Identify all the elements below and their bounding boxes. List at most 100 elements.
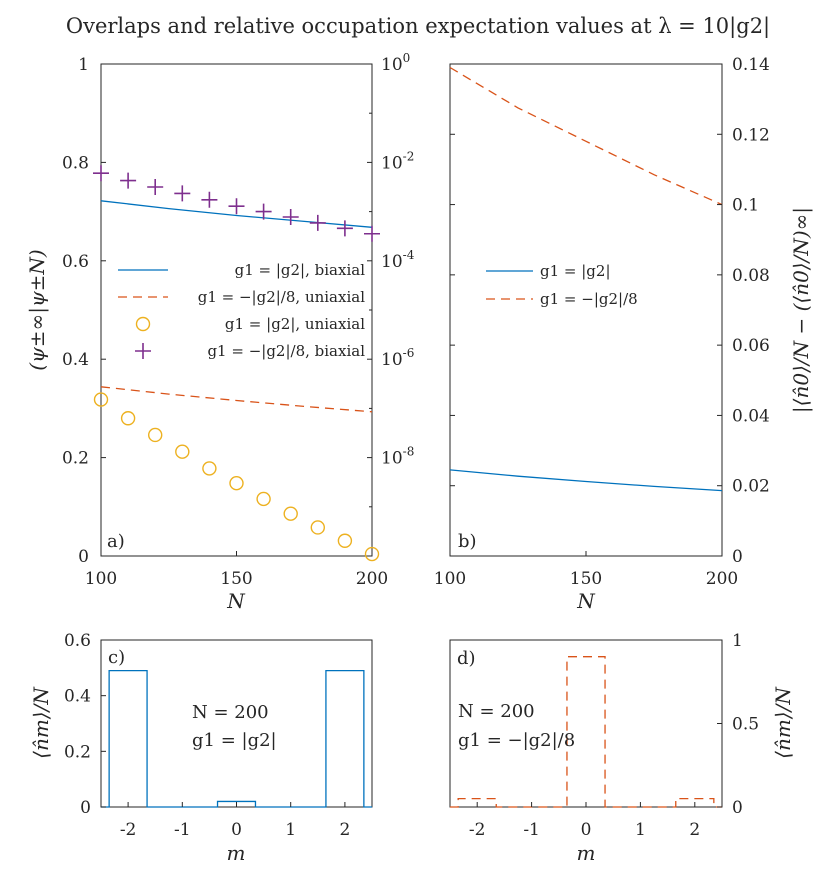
legend-a-swatch-3	[135, 316, 151, 332]
panel-c-left-tick-label: 0.4	[64, 687, 91, 707]
panel-a-plus-point	[93, 165, 109, 182]
panel-b-right-tick-label: 0.14	[732, 55, 770, 75]
panel-d-right-tick-label: 0.5	[732, 715, 759, 735]
panel-a-plus-point	[147, 179, 164, 195]
panel-b-right-tick-label: 0.08	[732, 266, 770, 286]
panel-a-plus-point	[174, 185, 191, 202]
panel-c-annotation-g: g1 = |g2|	[192, 730, 277, 751]
panel-b-xlabel: N	[576, 589, 596, 613]
legend-a-label-4: g1 = −|g2|/8, biaxial	[207, 342, 365, 360]
panel-a-x-tick-label: 100	[85, 569, 117, 589]
panel-a-frame	[100, 63, 373, 557]
panel-a-plus-point	[228, 198, 245, 215]
panel-a-left-tick-label: 0.2	[62, 449, 89, 469]
panel-a-left-tick-label: 1	[78, 55, 89, 75]
panel-a-left-tick-label: 0.4	[62, 350, 89, 370]
panel-a-circle-point	[202, 461, 217, 476]
panel-a: g1 = |g2|, biaxial g1 = −|g2|/8, uniaxia…	[25, 51, 415, 613]
panel-c-x-tick-label: 0	[231, 820, 242, 840]
panel-c-x-tick-label: -1	[174, 820, 191, 840]
panel-d-x-tick-label: 1	[635, 820, 646, 840]
panel-a-circle-point	[229, 475, 244, 491]
panel-a-x-tick-label: 200	[356, 569, 388, 589]
panel-c: 00.20.40.6 -2 -1 0 1 2 c) N = 200 g1 = |g2| …	[29, 631, 373, 865]
panel-a-plus-point	[201, 191, 218, 208]
panel-b-series-1-line	[449, 469, 723, 492]
panel-a-circle-point	[283, 506, 298, 521]
panel-d-x-tick-label: 0	[581, 820, 592, 840]
panel-a-left-tick-label: 0.8	[62, 153, 89, 173]
panel-c-ylabel: ⟨n̂m⟩/N	[29, 686, 53, 759]
panel-b-right-tick-label: 0.12	[732, 125, 770, 145]
panel-d-right-tick-label: 1	[732, 631, 743, 651]
panel-a-circle-point	[364, 546, 380, 562]
panel-c-x-tick-label: -2	[120, 820, 137, 840]
panel-a-xlabel: N	[226, 589, 246, 613]
panel-c-xlabel: m	[227, 841, 246, 865]
panel-c-frame	[100, 639, 373, 808]
legend-a-swatch-4	[135, 343, 151, 359]
panel-b-x-tick-label: 100	[434, 569, 466, 589]
panel-c-label: c)	[108, 647, 125, 668]
legend-a-label-3: g1 = |g2|, uniaxial	[225, 315, 365, 333]
panel-c-left-tick-label: 0	[80, 798, 91, 818]
panel-b-right-tick-label: 0.04	[732, 406, 770, 426]
panel-d-x-tick-label: -2	[469, 820, 486, 840]
panel-a-right-tick-label: 10-8	[381, 445, 414, 469]
panel-a-circle-point	[310, 520, 325, 535]
panel-a-left-tick-label: 0.6	[62, 252, 89, 272]
panel-a-series-2-line	[100, 386, 373, 413]
panel-d: 00.51 -2 -1 0 1 2 d) N = 200 g1 = −|g2|/8 m …	[449, 631, 795, 865]
panel-b-legend: g1 = |g2| g1 = −|g2|/8	[486, 262, 638, 308]
panel-a-right-tick-label: 10-6	[381, 346, 414, 370]
panel-d-x-tick-label: -1	[523, 820, 540, 840]
panel-c-x-tick-label: 2	[339, 820, 350, 840]
panel-d-bar-outline	[450, 656, 722, 808]
panel-d-annotation-g: g1 = −|g2|/8	[458, 730, 575, 751]
panel-a-ylabel: (ψ±∞|ψ±N)	[25, 249, 50, 370]
panel-b: g1 = |g2| g1 = −|g2|/8 0 0.02 0.04 0.06 0.08…	[434, 55, 814, 613]
panel-d-label: d)	[457, 648, 476, 669]
panel-a-plus-point	[120, 172, 137, 189]
panel-d-ylabel: ⟨n̂m⟩/N	[771, 686, 795, 759]
panel-b-label: b)	[458, 531, 477, 552]
panel-d-right-tick-label: 0	[732, 798, 743, 818]
panel-a-left-tick-label: 0	[78, 547, 89, 567]
panel-c-bar-m-2	[109, 671, 147, 807]
panel-c-bar-m2	[326, 671, 364, 807]
panel-a-label: a)	[107, 531, 125, 552]
figure-title: Overlaps and relative occupation expecta…	[66, 14, 770, 39]
panel-d-annotation-n: N = 200	[458, 701, 535, 722]
panel-b-ylabel: |⟨n̂0⟩/N − (⟨n̂0⟩/N)∞|	[789, 207, 814, 413]
panel-a-plus-point	[364, 225, 380, 242]
panel-a-series-1-line	[100, 200, 373, 228]
panel-a-circle-point	[120, 411, 136, 426]
legend-b-label-1: g1 = |g2|	[540, 262, 611, 280]
panel-c-left-tick-label: 0.6	[64, 631, 91, 651]
panel-b-right-tick-label: 0.02	[732, 477, 770, 497]
panel-b-frame	[449, 63, 723, 557]
panel-d-xlabel: m	[577, 841, 596, 865]
panel-a-circle-point	[337, 533, 353, 548]
panel-b-right-tick-label: 0.1	[732, 196, 759, 216]
panel-b-series-2-line	[449, 66, 723, 206]
legend-b-label-2: g1 = −|g2|/8	[540, 290, 638, 308]
panel-a-circle-point	[147, 427, 163, 443]
panel-a-plus-point	[309, 214, 326, 231]
panel-c-annotation-n: N = 200	[192, 702, 269, 723]
panel-d-frame	[449, 639, 723, 808]
panel-b-right-tick-label: 0	[732, 547, 743, 567]
panel-a-right-tick-label: 10-4	[381, 248, 415, 272]
panel-b-x-tick-label: 150	[570, 569, 602, 589]
panel-a-circle-point	[93, 392, 109, 407]
panel-b-right-tick-label: 0.06	[732, 336, 770, 356]
panel-d-x-tick-label: 2	[689, 820, 700, 840]
panel-c-left-tick-label: 0.2	[64, 742, 91, 762]
legend-a-label-2: g1 = −|g2|/8, uniaxial	[198, 288, 365, 306]
panel-c-bar-outline	[101, 669, 372, 808]
panel-a-legend: g1 = |g2|, biaxial g1 = −|g2|/8, uniaxia…	[118, 261, 365, 360]
panel-a-right-tick-label: 10-2	[381, 149, 414, 173]
panel-a-right-tick-label: 100	[381, 51, 410, 75]
panel-b-x-tick-label: 200	[706, 569, 738, 589]
